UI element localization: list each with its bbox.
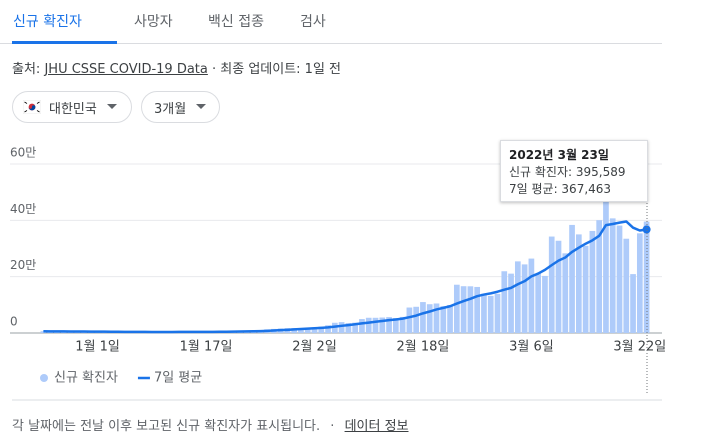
x-tick-label: 2월 18일 xyxy=(397,340,450,355)
bar xyxy=(562,253,569,333)
tooltip-average: 7일 평균: 367,463 xyxy=(509,182,612,196)
hover-dot xyxy=(642,225,651,234)
bar xyxy=(372,317,379,333)
source-suffix: · 최종 업데이트: 1일 전 xyxy=(212,62,342,77)
bar xyxy=(575,234,582,333)
bar xyxy=(467,286,474,333)
bar xyxy=(365,317,372,333)
bar xyxy=(623,238,630,333)
legend-label: 7일 평균 xyxy=(154,371,202,386)
bar xyxy=(359,319,365,333)
bar xyxy=(325,325,331,333)
bar xyxy=(487,295,494,333)
source: 출처: JHU CSSE COVID-19 Data · 최종 업데이트: 1일… xyxy=(12,58,341,77)
tooltip: 2022년 3월 23일 신규 확진자: 395,589 7일 평균: 367,… xyxy=(500,140,648,202)
tab[interactable]: 신규 확진자 xyxy=(13,14,82,30)
x-tick-label: 1월 1일 xyxy=(75,340,120,355)
footer-link[interactable]: 데이터 정보 xyxy=(344,419,409,434)
footer-sep: · xyxy=(330,419,335,434)
bar xyxy=(514,261,521,333)
bar xyxy=(352,322,359,333)
plot: 0 20만 40만 60만 1월 1일 1월 17일 2월 2일 2월 18일 3월 6일 3월 … xyxy=(10,146,666,386)
bar xyxy=(298,328,304,333)
tab-indicator xyxy=(12,41,117,44)
bar xyxy=(481,293,487,333)
y-tick-label: 60만 xyxy=(10,146,36,160)
tab[interactable]: 사망자 xyxy=(134,14,173,30)
footer: 각 날짜에는 전날 이후 보고된 신규 확진자가 표시됩니다. · 데이터 정보 xyxy=(12,415,409,434)
bar xyxy=(420,302,426,333)
bar xyxy=(630,274,636,333)
bar xyxy=(643,221,650,333)
bar xyxy=(379,317,386,333)
footer-note: 각 날짜에는 전날 이후 보고된 신규 확진자가 표시됩니다. xyxy=(12,419,321,434)
bar xyxy=(392,318,399,333)
bar xyxy=(406,307,413,333)
bar xyxy=(582,245,589,333)
tooltip-date: 2022년 3월 23일 xyxy=(509,148,609,162)
bar xyxy=(331,322,338,333)
flag-icon xyxy=(23,100,41,114)
bar xyxy=(603,158,609,333)
bar xyxy=(535,273,542,333)
bar xyxy=(453,284,460,333)
country-label: 대한민국 xyxy=(49,101,97,117)
bar xyxy=(440,306,447,333)
y-tick-label: 0 xyxy=(10,315,18,329)
dropdown-arrow xyxy=(196,104,207,109)
bar xyxy=(569,224,575,333)
country-dropdown[interactable]: 대한민국 xyxy=(12,91,132,123)
bar xyxy=(508,273,514,333)
average-line xyxy=(43,220,647,334)
bar xyxy=(494,293,501,333)
bar xyxy=(318,326,325,333)
bar xyxy=(474,286,481,333)
bar xyxy=(338,322,345,333)
tab[interactable]: 검사 xyxy=(300,14,326,30)
bar xyxy=(616,225,623,333)
source-link[interactable]: JHU CSSE COVID-19 Data xyxy=(44,62,208,77)
tab-divider xyxy=(0,43,662,44)
bar xyxy=(589,230,596,333)
x-tick-label: 3월 22일 xyxy=(613,340,666,355)
legend-label: 신규 확진자 xyxy=(54,371,118,386)
x-tick-label: 2월 2일 xyxy=(292,340,337,355)
bar xyxy=(609,218,616,333)
bar xyxy=(433,303,440,333)
bar xyxy=(501,271,508,333)
bar xyxy=(426,304,433,333)
x-tick-label: 1월 17일 xyxy=(180,340,233,355)
bar xyxy=(636,233,643,333)
bar xyxy=(386,317,392,333)
dropdown-arrow xyxy=(106,104,117,109)
legend-swatch xyxy=(40,374,48,382)
bar xyxy=(528,258,535,333)
tab[interactable]: 백신 접종 xyxy=(208,14,264,30)
bar xyxy=(596,220,603,333)
bar xyxy=(460,286,467,333)
y-tick-label: 40만 xyxy=(10,202,36,216)
source-prefix: 출처: xyxy=(12,62,41,77)
bar xyxy=(304,327,311,333)
bar xyxy=(548,236,555,333)
bar xyxy=(521,264,528,333)
tooltip-cases: 신규 확진자: 395,589 xyxy=(509,165,626,179)
bar xyxy=(447,304,453,333)
bar xyxy=(399,316,406,333)
bar xyxy=(542,275,548,333)
y-tick-label: 20만 xyxy=(10,258,36,272)
x-tick-label: 3월 6일 xyxy=(509,340,554,355)
range-label: 3개월 xyxy=(154,101,187,117)
bar xyxy=(311,327,318,333)
bar xyxy=(345,323,352,333)
bar xyxy=(555,240,562,333)
range-dropdown[interactable]: 3개월 xyxy=(141,91,220,123)
bar xyxy=(413,306,420,333)
